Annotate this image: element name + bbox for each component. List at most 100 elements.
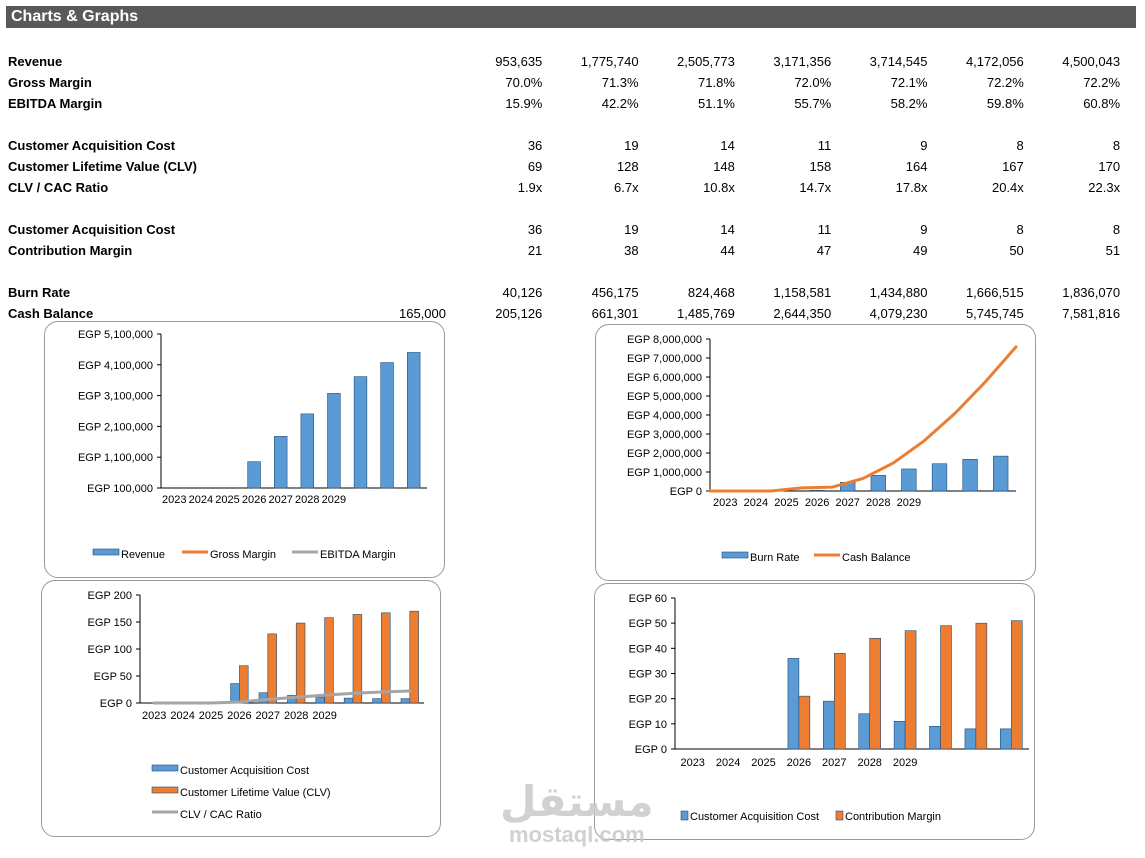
x-tick-label: 2029 [322, 494, 346, 506]
x-tick-label: 2029 [893, 757, 917, 769]
chart-svg: EGP 0 EGP 10 EGP 20 EGP 30 EGP 40 EGP 50 EGP 6… [629, 593, 1029, 823]
bar [407, 352, 421, 489]
opening-cell [388, 219, 446, 240]
x-tick-label: 2025 [215, 494, 239, 506]
bar [870, 475, 886, 492]
table-cell: 71.3% [601, 75, 639, 90]
bar [834, 653, 846, 750]
legend-swatch [151, 786, 179, 794]
cac-clv-chart: EGP 0 EGP 50 EGP 100 EGP 150 EGP 200 2023 2024… [41, 580, 441, 837]
table-cell: 22.3x [1088, 180, 1121, 195]
table-cell: 148 [713, 159, 735, 174]
legend-label: Cash Balance [842, 552, 911, 564]
legend-swatch [721, 551, 749, 559]
table-cell: 158 [809, 159, 832, 174]
opening-cell [388, 177, 446, 198]
table-cell: 40,126 [502, 285, 543, 300]
table-cell: 205,126 [495, 306, 543, 321]
table-cell: 5,745,745 [965, 306, 1024, 321]
row-label: CLV / CAC Ratio [8, 180, 109, 195]
table-cell: 10.8x [703, 180, 735, 195]
legend-swatch [151, 764, 179, 772]
table-row: Customer Lifetime Value (CLV) 69 128 148 158… [8, 156, 1120, 177]
table-cell: 1,434,880 [869, 285, 928, 300]
y-tick-label: EGP 2,100,000 [78, 421, 153, 433]
x-tick-label: 2024 [744, 497, 768, 509]
bar [787, 658, 800, 750]
table-cell: 14.7x [799, 180, 832, 195]
table-cell: 19 [624, 138, 639, 153]
table-cell: 2,644,350 [773, 306, 832, 321]
bar [940, 625, 952, 750]
bar [1010, 620, 1023, 750]
bar [343, 697, 354, 704]
table-cell: 7,581,816 [1062, 306, 1121, 321]
x-tick-label: 2026 [805, 497, 829, 509]
opening-cell [388, 282, 446, 303]
row-label: Cash Balance [8, 306, 94, 321]
y-tick-label: EGP 0 [635, 744, 667, 756]
table-cell: 8 [1016, 138, 1024, 153]
legend-label: Customer Acquisition Cost [180, 765, 309, 777]
table-cell: 72.2% [986, 75, 1024, 90]
table-cell: 3,171,356 [773, 54, 832, 69]
bar [409, 610, 419, 704]
table-cell: 1,158,581 [773, 285, 832, 300]
revenue-chart: EGP 100,000 EGP 1,100,000 EGP 2,100,000 EGP… [44, 321, 445, 578]
table-cell: 60.8% [1083, 96, 1121, 111]
row-label: EBITDA Margin [8, 96, 103, 111]
bar [300, 413, 314, 489]
table-cell: 456,175 [591, 285, 639, 300]
table-cell: 3,714,545 [869, 54, 928, 69]
bar [327, 393, 341, 489]
table-cell: 9 [920, 138, 928, 153]
opening-cell [388, 135, 446, 156]
spacer-row [8, 114, 1120, 135]
table-cell: 50 [1009, 243, 1024, 258]
row-label: Gross Margin [8, 75, 92, 90]
table-cell: 1,485,769 [677, 306, 735, 321]
chart-svg: EGP 0 EGP 1,000,000 EGP 2,000,000 EGP 3,000… [627, 334, 1018, 564]
x-tick-label: 2023 [713, 497, 737, 509]
bar [904, 630, 917, 750]
table-cell: 4,079,230 [869, 306, 928, 321]
watermark-latin: mostaql.com [508, 822, 645, 847]
table-row: Cash Balance 165,000 205,126 661,301 1,485,7… [8, 303, 1120, 324]
series-line [708, 345, 1018, 493]
table-cell: 15.9% [505, 96, 543, 111]
y-tick-label: EGP 200 [88, 590, 132, 602]
chart-svg: EGP 0 EGP 50 EGP 100 EGP 150 EGP 200 2023 2024… [88, 590, 424, 821]
y-tick-label: EGP 0 [100, 698, 132, 710]
y-tick-label: EGP 1,000,000 [627, 467, 702, 479]
x-tick-label: 2028 [866, 497, 890, 509]
bar [230, 683, 240, 704]
table-cell: 38 [624, 243, 639, 258]
x-tick-label: 2024 [716, 757, 740, 769]
table-cell: 167 [1002, 159, 1024, 174]
opening-cell [388, 240, 446, 261]
table-row: Customer Acquisition Cost 36 19 14 11 9 8 8 [8, 135, 1120, 156]
x-tick-label: 2024 [189, 494, 213, 506]
x-tick-label: 2025 [751, 757, 775, 769]
bar [869, 637, 881, 750]
y-tick-label: EGP 150 [88, 617, 132, 629]
y-tick-label: EGP 8,000,000 [627, 334, 702, 346]
table-row: CLV / CAC Ratio 1.9x 6.7x 10.8x 14.7x 17.8x 20… [8, 177, 1120, 198]
y-tick-label: EGP 4,000,000 [627, 410, 702, 422]
y-tick-label: EGP 20 [629, 694, 667, 706]
x-tick-label: 2028 [295, 494, 319, 506]
x-tick-label: 2027 [268, 494, 292, 506]
x-tick-label: 2025 [199, 710, 223, 722]
x-tick-label: 2023 [680, 757, 704, 769]
y-tick-label: EGP 4,100,000 [78, 360, 153, 372]
bar [975, 622, 988, 750]
bar [993, 455, 1009, 492]
bar [324, 617, 334, 704]
x-tick-label: 2026 [227, 710, 251, 722]
y-tick-label: EGP 3,000,000 [627, 429, 702, 441]
x-tick-label: 2025 [774, 497, 798, 509]
opening-cell: 165,000 [399, 306, 446, 321]
bar [809, 489, 825, 492]
table-cell: 14 [720, 222, 735, 237]
table-cell: 824,468 [687, 285, 735, 300]
